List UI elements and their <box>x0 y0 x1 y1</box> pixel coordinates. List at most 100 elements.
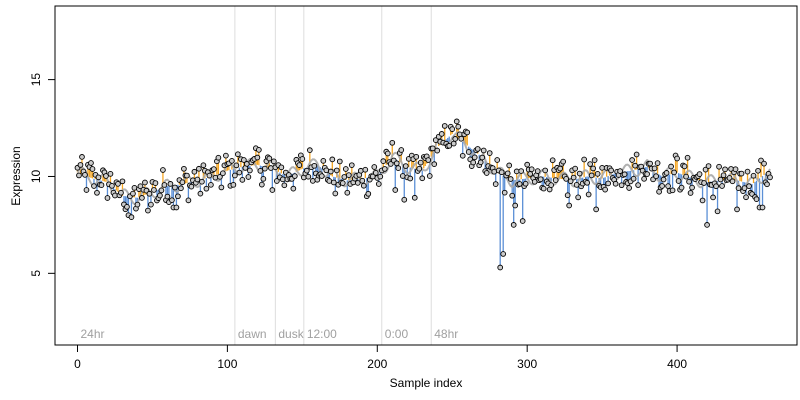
data-point <box>372 170 379 176</box>
data-point <box>686 178 692 185</box>
y-axis: 5 10 15 <box>29 73 56 277</box>
data-point <box>519 218 526 224</box>
data-point <box>644 171 650 177</box>
data-point <box>241 157 247 163</box>
data-point <box>590 165 596 172</box>
data-point <box>181 165 187 172</box>
data-point <box>441 123 448 129</box>
data-point <box>552 177 559 183</box>
data-point <box>743 194 749 201</box>
data-point <box>230 181 237 188</box>
data-point <box>683 173 689 180</box>
data-point <box>470 159 477 166</box>
data-point <box>362 166 369 173</box>
data-point <box>581 156 587 163</box>
data-point <box>501 189 508 196</box>
data-point <box>534 168 541 174</box>
y-tick-label: 5 <box>29 270 43 277</box>
data-point <box>128 214 135 220</box>
data-point <box>635 182 641 188</box>
data-point <box>306 147 313 154</box>
data-point <box>196 165 202 172</box>
data-point <box>735 185 742 191</box>
x-tick-label: 400 <box>667 357 687 371</box>
data-point <box>497 264 504 271</box>
data-point <box>732 166 739 173</box>
data-point <box>602 186 608 193</box>
data-point <box>152 180 159 186</box>
data-point <box>260 175 267 182</box>
region-label: 0:00 <box>385 327 409 341</box>
data-point <box>618 182 625 189</box>
data-point <box>407 175 414 182</box>
data-point <box>671 169 677 176</box>
data-point <box>342 166 349 172</box>
data-point <box>452 136 459 142</box>
data-point <box>109 182 115 189</box>
x-axis: 0 100 200 300 400 <box>74 344 687 371</box>
data-point <box>753 196 760 203</box>
data-point <box>104 195 111 201</box>
data-point <box>660 176 667 183</box>
x-tick-label: 300 <box>517 357 537 371</box>
data-point <box>148 201 154 208</box>
trend-layer <box>76 121 771 268</box>
data-point <box>247 167 253 174</box>
data-point <box>281 182 288 189</box>
data-point <box>416 165 423 172</box>
data-point <box>160 167 166 173</box>
data-point <box>137 183 144 190</box>
data-point <box>425 157 432 163</box>
data-point <box>506 162 513 169</box>
data-point <box>455 123 462 130</box>
data-point <box>612 180 619 187</box>
region-label: 24hr <box>80 327 104 341</box>
data-point <box>540 185 547 192</box>
data-point <box>704 222 710 228</box>
data-point <box>450 140 457 147</box>
data-point <box>375 181 382 187</box>
data-point <box>458 135 465 142</box>
data-point <box>477 159 484 166</box>
data-point <box>537 176 544 183</box>
data-point <box>164 193 171 200</box>
data-point <box>566 202 573 209</box>
data-point <box>215 154 222 161</box>
data-point <box>750 172 757 179</box>
data-point <box>759 204 766 211</box>
data-point <box>401 196 408 203</box>
data-point <box>359 177 366 184</box>
data-point <box>134 201 141 208</box>
data-point <box>266 155 273 162</box>
data-point <box>402 163 409 169</box>
data-point <box>729 178 736 185</box>
data-point <box>528 166 535 173</box>
data-point <box>674 155 680 162</box>
data-point <box>761 160 767 167</box>
data-point <box>365 190 372 197</box>
data-point <box>449 126 456 132</box>
data-point <box>464 129 471 136</box>
data-point <box>185 197 192 204</box>
data-point <box>235 151 241 158</box>
data-point <box>371 164 378 170</box>
data-point <box>83 187 90 193</box>
data-point <box>161 182 168 188</box>
data-point <box>507 176 514 182</box>
data-point <box>567 178 574 185</box>
data-point <box>705 163 712 169</box>
data-point <box>659 183 665 189</box>
data-point <box>518 168 525 174</box>
data-point <box>146 190 153 197</box>
data-point <box>254 154 261 161</box>
data-point <box>167 181 174 187</box>
data-point <box>516 181 523 187</box>
data-point <box>684 154 691 161</box>
data-point <box>269 187 276 193</box>
data-point <box>199 178 205 185</box>
data-point <box>713 183 719 190</box>
data-point <box>179 179 186 186</box>
data-point <box>741 185 748 191</box>
data-point <box>593 206 599 213</box>
